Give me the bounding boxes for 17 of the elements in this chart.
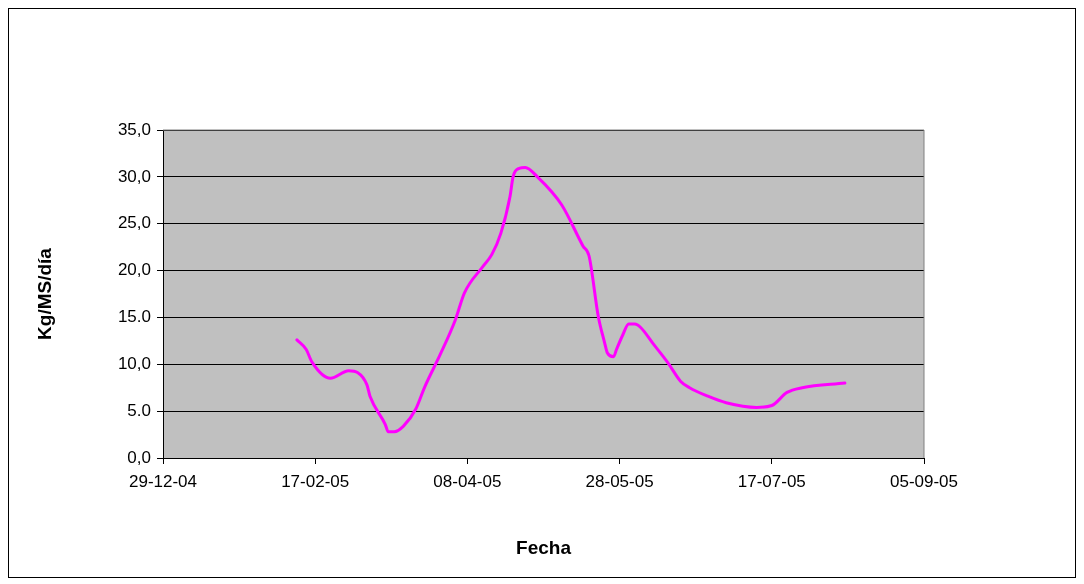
y-tick-label: 0,0 (127, 447, 151, 467)
y-tick-label: 15.0 (117, 307, 151, 327)
x-tick-label: 28-05-05 (585, 471, 654, 491)
x-axis-title: Fecha (516, 536, 572, 558)
x-tick-label: 29-12-04 (128, 471, 198, 491)
y-tick-label: 25,0 (117, 213, 151, 233)
y-tick-label: 35,0 (117, 119, 151, 139)
y-tick-label: 5.0 (127, 400, 151, 420)
x-tick-label: 08-04-05 (433, 471, 502, 491)
y-tick-label: 30,0 (117, 166, 151, 186)
y-tick-label: 20,0 (117, 260, 151, 280)
line-series (295, 165, 847, 434)
y-tick-label: 10,0 (117, 353, 151, 373)
y-axis-title: Kg/MS/día (33, 247, 55, 340)
x-tick-label: 05-09-05 (889, 471, 959, 491)
x-tick-label: 17-07-05 (737, 471, 806, 491)
x-tick-label: 17-02-05 (281, 471, 350, 491)
